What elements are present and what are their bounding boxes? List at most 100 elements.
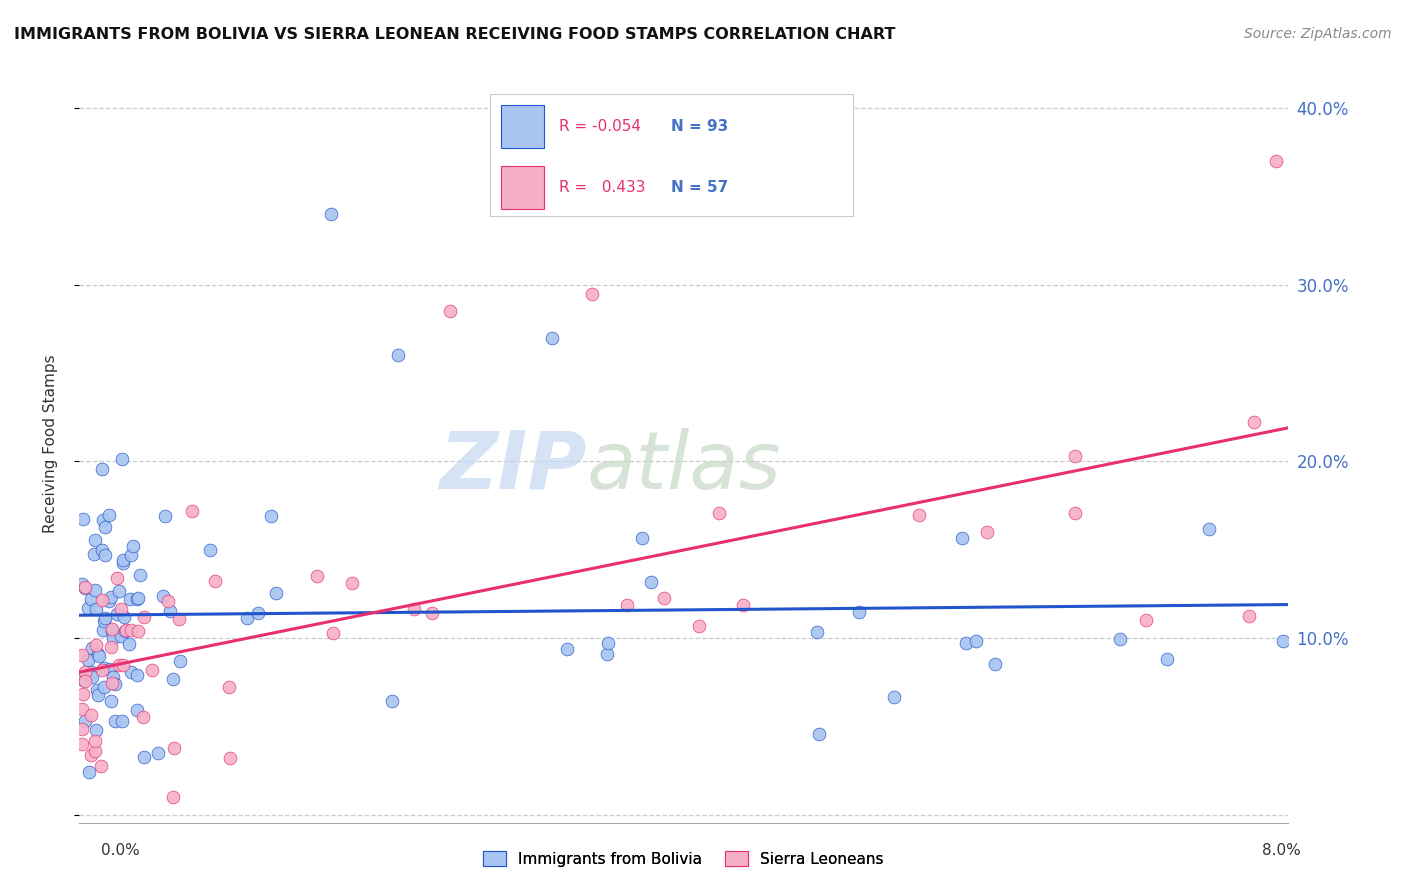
Point [439,304,461,318]
Point [86,682,108,697]
Point [93,661,115,675]
Point [105,572,128,586]
Point [984,657,1007,671]
Point [907,508,929,523]
Point [132,710,155,724]
Point [581,286,603,301]
Point [1264,154,1286,169]
Point [219,751,242,765]
Point [167,612,190,626]
Point [93,614,115,628]
Point [87,647,110,661]
Point [307,569,329,583]
Point [1156,652,1178,666]
Point [127,624,149,639]
Point [73,714,96,729]
Point [1064,449,1087,463]
Point [169,654,191,668]
Point [198,542,221,557]
Point [98,662,121,676]
Point [84,601,107,615]
Point [70,737,93,751]
Point [806,624,828,639]
Point [112,556,135,570]
Y-axis label: Receiving Food Stamps: Receiving Food Stamps [44,354,58,533]
Point [1198,522,1220,536]
Point [127,591,149,605]
Point [1064,506,1087,520]
Point [110,629,132,643]
Point [97,594,120,608]
Point [70,722,93,736]
Point [950,531,973,545]
Point [83,582,105,597]
Point [100,640,122,655]
Legend: Immigrants from Bolivia, Sierra Leoneans: Immigrants from Bolivia, Sierra Leoneans [477,845,890,872]
Point [264,586,287,600]
Text: ZIP: ZIP [439,427,586,506]
Point [598,636,620,650]
Point [112,657,135,672]
Point [100,694,122,708]
Point [89,648,111,663]
Point [118,592,141,607]
Point [141,663,163,677]
Point [118,636,141,650]
Point [101,624,124,638]
Point [108,584,131,599]
Text: IMMIGRANTS FROM BOLIVIA VS SIERRA LEONEAN RECEIVING FOOD STAMPS CORRELATION CHAR: IMMIGRANTS FROM BOLIVIA VS SIERRA LEONEA… [14,27,896,42]
Point [808,726,831,740]
Point [103,670,125,684]
Point [322,625,344,640]
Point [402,602,425,616]
Point [654,591,676,605]
Point [153,508,176,523]
Point [152,589,174,603]
Point [162,672,184,686]
Point [84,744,107,758]
Point [75,580,97,594]
Point [70,702,93,716]
Point [1272,633,1295,648]
Point [94,519,117,533]
Point [218,680,240,694]
Point [114,623,136,637]
Point [236,610,259,624]
Point [883,690,905,704]
Point [420,607,443,621]
Point [107,607,129,621]
Text: Source: ZipAtlas.com: Source: ZipAtlas.com [1244,27,1392,41]
Point [127,668,149,682]
Point [387,349,409,363]
Point [93,624,115,638]
Point [80,670,103,684]
Point [595,648,617,662]
Point [340,575,363,590]
Point [112,610,135,624]
Text: atlas: atlas [586,427,782,506]
Point [83,548,105,562]
Point [156,594,179,608]
Point [104,677,127,691]
Point [111,452,134,467]
Point [93,548,115,562]
Point [84,533,107,548]
Point [91,462,114,476]
Point [114,624,136,638]
Point [640,574,662,589]
Point [84,723,107,738]
Point [80,747,103,762]
Point [555,642,578,657]
Point [541,331,564,345]
Point [73,673,96,688]
Point [1109,632,1132,646]
Point [93,611,115,625]
Point [180,504,202,518]
Point [90,592,112,607]
Point [848,605,870,619]
Point [77,600,100,615]
Point [76,653,98,667]
Point [125,592,148,607]
Point [80,708,103,723]
Point [72,673,94,687]
